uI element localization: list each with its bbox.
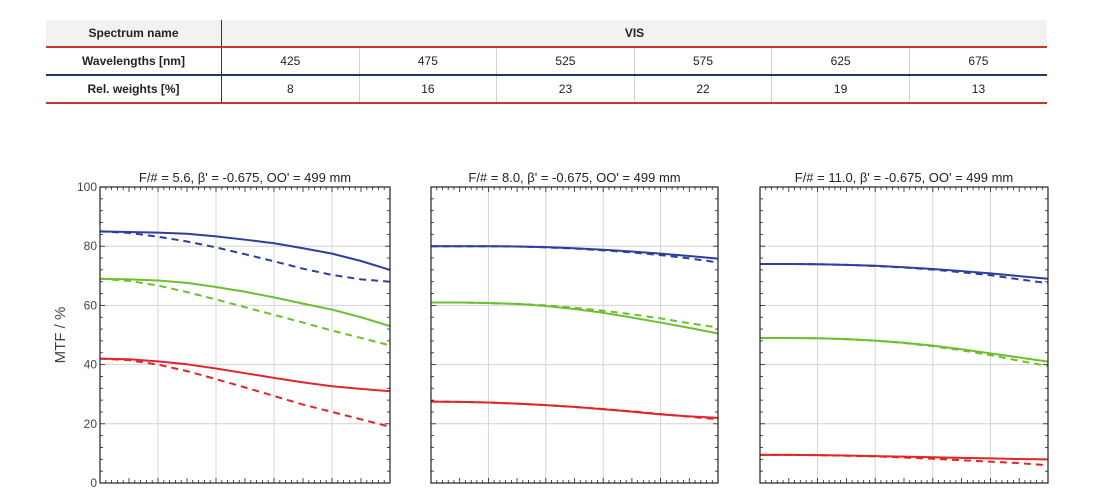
- wavelength-cell: 525: [496, 47, 635, 76]
- weight-cell: 13: [909, 75, 1047, 104]
- spectrum-name-row: Spectrum name VIS: [46, 20, 1047, 48]
- wavelengths-row: Wavelengths [nm] 425 475 525 575 625 675: [46, 47, 1047, 76]
- plot-area: [760, 187, 1048, 483]
- weight-cell: 16: [359, 75, 498, 104]
- weight-cell: 19: [771, 75, 910, 104]
- weight-cell: 8: [221, 75, 360, 104]
- y-tick-label: 80: [84, 239, 98, 253]
- chart-title: F/# = 8.0, β' = -0.675, OO' = 499 mm: [468, 170, 680, 185]
- y-tick-label: 40: [84, 358, 98, 372]
- y-tick-label: 0: [90, 476, 97, 490]
- blue-dashed-series-line: [99, 230, 391, 283]
- blue-solid-series-line: [99, 230, 391, 271]
- plot-area: [431, 187, 718, 483]
- spectrum-name-value: VIS: [221, 20, 1047, 48]
- spectrum-name-label: Spectrum name: [46, 20, 222, 48]
- wavelengths-label: Wavelengths [nm]: [46, 47, 222, 76]
- weight-cell: 23: [496, 75, 635, 104]
- y-tick-label: 100: [77, 180, 97, 194]
- plot-frame: [759, 186, 1049, 484]
- chart-title: F/# = 5.6, β' = -0.675, OO' = 499 mm: [139, 170, 351, 185]
- wavelength-cell: 425: [221, 47, 360, 76]
- red-dashed-series-line: [99, 357, 391, 428]
- y-tick-label: 20: [84, 417, 98, 431]
- green-dashed-series-line: [99, 277, 391, 347]
- blue-solid-series-line: [431, 245, 719, 260]
- weight-cell: 22: [634, 75, 773, 104]
- red-solid-series-line: [99, 357, 391, 393]
- wavelength-cell: 475: [359, 47, 498, 76]
- y-tick-label: 60: [84, 298, 98, 312]
- spectrum-table: Spectrum name VIS Wavelengths [nm] 425 4…: [46, 20, 1047, 104]
- green-dashed-series-line: [760, 336, 1049, 368]
- mtf-charts: F/# = 5.6, β' = -0.675, OO' = 499 mm 0 20 4…: [52, 170, 1049, 490]
- red-solid-series-line: [430, 400, 719, 419]
- wavelength-cell: 675: [909, 47, 1047, 76]
- wavelength-cell: 625: [771, 47, 910, 76]
- weights-row: Rel. weights [%] 8 16 23 22 19 13: [46, 75, 1047, 104]
- blue-dashed-series-line: [760, 262, 1049, 285]
- y-axis-label: MTF / %: [52, 307, 69, 364]
- plot-frame: [99, 186, 391, 484]
- plot-frame: [430, 186, 719, 484]
- green-solid-series-line: [99, 277, 391, 328]
- wavelength-cell: 575: [634, 47, 773, 76]
- chart-title: F/# = 11.0, β' = -0.675, OO' = 499 mm: [795, 170, 1014, 185]
- weights-label: Rel. weights [%]: [46, 75, 222, 104]
- green-solid-series-line: [431, 301, 719, 335]
- green-dashed-series-line: [431, 301, 719, 329]
- red-dashed-series-line: [760, 453, 1049, 467]
